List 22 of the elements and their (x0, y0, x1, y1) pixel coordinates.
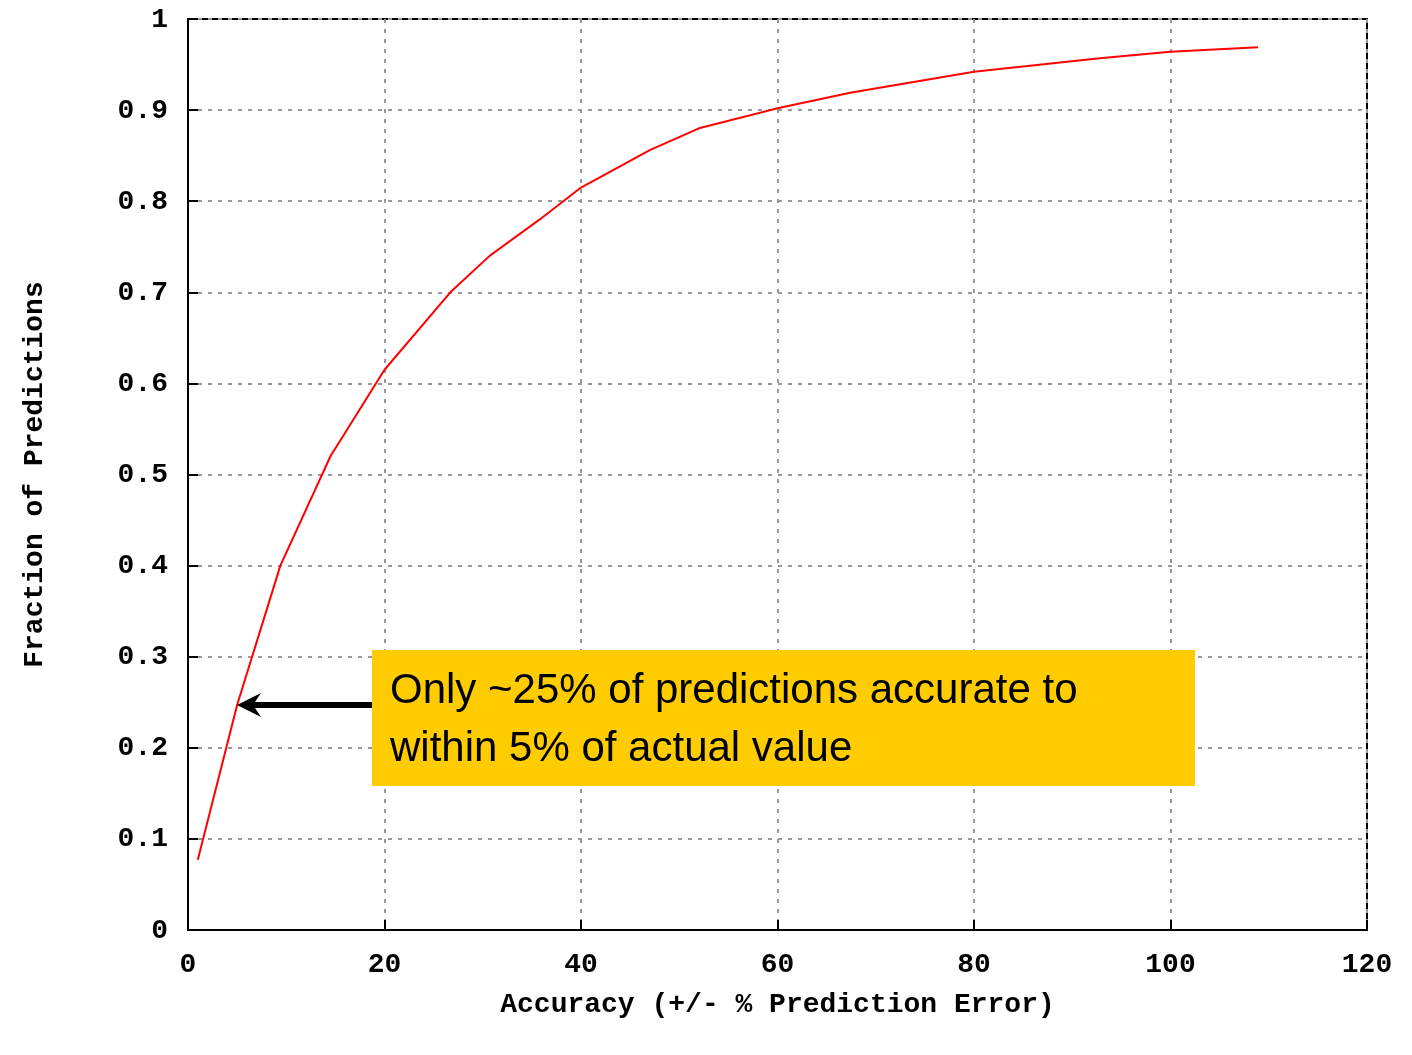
callout-box: Only ~25% of predictions accurate to within 5% of actual value (372, 650, 1195, 786)
y-tick-label: 0.8 (117, 185, 168, 217)
x-tick-label: 60 (760, 948, 795, 980)
y-axis-title: Fraction of Predictions (18, 281, 50, 668)
y-tick-label: 0.9 (117, 94, 168, 126)
y-tick-label: 0.3 (117, 641, 168, 673)
y-tick-label: 0 (151, 914, 168, 946)
x-tick-label: 40 (564, 948, 598, 980)
line-series (196, 46, 1259, 861)
x-tick-label: 20 (367, 948, 402, 980)
y-tick-label: 1 (151, 3, 168, 35)
x-tick-label: 100 (1145, 948, 1196, 980)
x-tick-label: 0 (179, 948, 197, 980)
x-tick-label: 80 (957, 948, 991, 980)
y-tick-label: 0.5 (117, 459, 168, 490)
y-tick-label: 0.2 (117, 732, 168, 764)
y-tick-label: 0.1 (117, 823, 168, 855)
y-tick-label: 0.6 (117, 367, 168, 399)
x-axis-title: Accuracy (+/- % Prediction Error) (500, 988, 1055, 1020)
y-tick-label: 0.7 (117, 276, 168, 308)
y-tick-label: 0.4 (117, 550, 168, 582)
x-tick-label: 120 (1341, 948, 1393, 980)
